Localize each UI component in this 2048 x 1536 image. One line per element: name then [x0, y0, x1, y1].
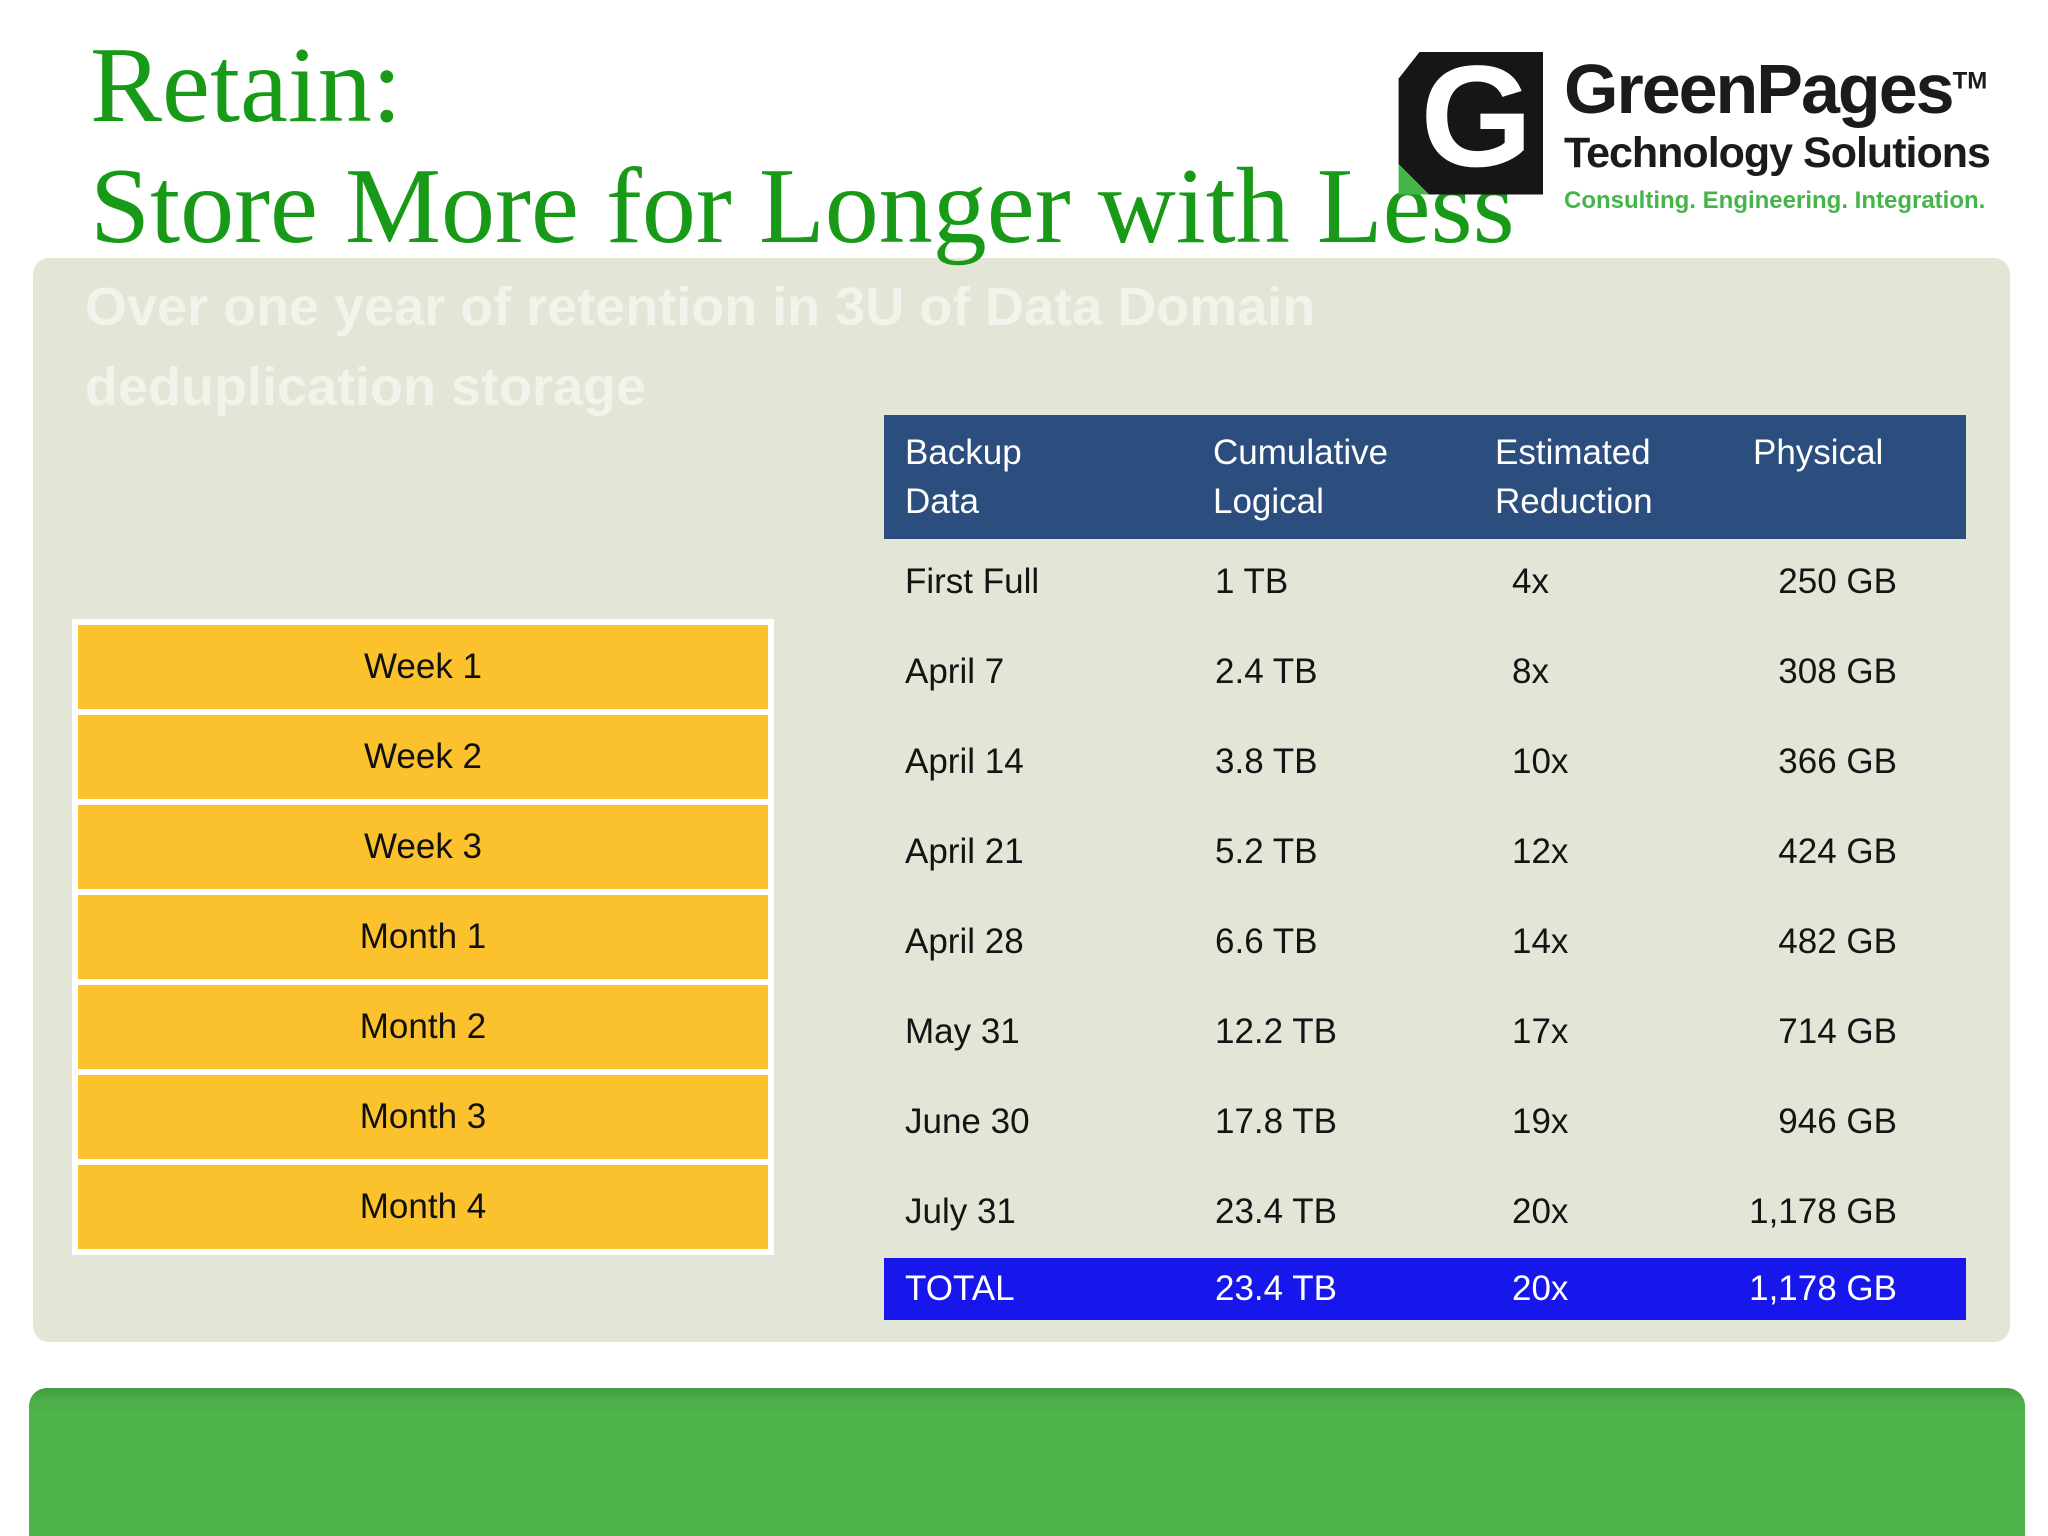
- column-header-cumulative-logical: Cumulative Logical: [1213, 433, 1389, 521]
- cell-backup-data: July 31: [905, 1192, 1016, 1231]
- company-logo: G GreenPagesTM Technology Solutions Cons…: [1388, 52, 1991, 214]
- cell-estimated-reduction: 19x: [1512, 1102, 1569, 1141]
- cell-estimated-reduction: 12x: [1512, 832, 1569, 871]
- timeline-bar-month4: Month 4: [78, 1165, 768, 1249]
- cell-cumulative-logical: 17.8 TB: [1215, 1102, 1337, 1141]
- cell-estimated-reduction: 14x: [1512, 922, 1569, 961]
- table-body: First Full 1 TB 4x 250 GB April 7 2.4 TB…: [884, 537, 1966, 1257]
- cell-backup-data: April 28: [905, 922, 1024, 961]
- cell-backup-data: April 14: [905, 742, 1024, 781]
- table-row: April 21 5.2 TB 12x 424 GB: [884, 807, 1966, 897]
- table-row: April 7 2.4 TB 8x 308 GB: [884, 627, 1966, 717]
- table-row: May 31 12.2 TB 17x 714 GB: [884, 987, 1966, 1077]
- cell-physical: 482 GB: [1778, 922, 1897, 961]
- total-physical: 1,178 GB: [1749, 1269, 1897, 1308]
- logo-text-block: GreenPagesTM Technology Solutions Consul…: [1564, 52, 1991, 214]
- content-panel: Over one year of retention in 3U of Data…: [33, 258, 2010, 1342]
- logo-tagline: Consulting. Engineering. Integration.: [1564, 187, 1986, 214]
- table-total-row: TOTAL 23.4 TB 20x 1,178 GB: [884, 1258, 1966, 1320]
- cell-estimated-reduction: 4x: [1512, 562, 1549, 601]
- total-cumulative-logical: 23.4 TB: [1215, 1269, 1337, 1308]
- table-row: April 14 3.8 TB 10x 366 GB: [884, 717, 1966, 807]
- cell-cumulative-logical: 1 TB: [1215, 562, 1289, 601]
- timeline-bar-week3: Week 3: [78, 805, 768, 889]
- cell-physical: 308 GB: [1778, 652, 1897, 691]
- cell-cumulative-logical: 23.4 TB: [1215, 1192, 1337, 1231]
- table-row: April 28 6.6 TB 14x 482 GB: [884, 897, 1966, 987]
- cell-backup-data: June 30: [905, 1102, 1030, 1141]
- cell-physical: 366 GB: [1778, 742, 1897, 781]
- cell-estimated-reduction: 8x: [1512, 652, 1549, 691]
- greenpages-logo-icon: G: [1398, 52, 1543, 197]
- timeline-bar-month3: Month 3: [78, 1075, 768, 1159]
- logo-g-letter: G: [1420, 52, 1532, 197]
- cell-cumulative-logical: 3.8 TB: [1215, 742, 1318, 781]
- cell-backup-data: April 7: [905, 652, 1005, 691]
- timeline-bar-month1: Month 1: [78, 895, 768, 979]
- total-estimated-reduction: 20x: [1512, 1269, 1569, 1308]
- logo-page-shape: [1398, 52, 1543, 195]
- table-row: July 31 23.4 TB 20x 1,178 GB: [884, 1167, 1966, 1257]
- slide-title: Retain: Store More for Longer with Less: [90, 26, 1515, 266]
- timeline-bar-week1: Week 1: [78, 625, 768, 709]
- logo-subtitle: Technology Solutions: [1564, 129, 1991, 177]
- bottom-green-band: [29, 1388, 2025, 1536]
- retention-timeline-bars: Week 1 Week 2 Week 3 Month 1 Month 2 Mon…: [72, 619, 774, 1255]
- cell-backup-data: April 21: [905, 832, 1024, 871]
- table-header-row: Backup Data Cumulative Logical Estimated…: [884, 415, 1966, 539]
- logo-brand-text: GreenPages: [1564, 50, 1955, 128]
- trademark-symbol: TM: [1952, 67, 1988, 95]
- logo-brand-name: GreenPagesTM: [1564, 54, 1990, 124]
- cell-cumulative-logical: 2.4 TB: [1215, 652, 1318, 691]
- timeline-bar-week2: Week 2: [78, 715, 768, 799]
- column-header-estimated-reduction: Estimated Reduction: [1495, 433, 1653, 521]
- cell-estimated-reduction: 20x: [1512, 1192, 1569, 1231]
- timeline-bar-month2: Month 2: [78, 985, 768, 1069]
- table-row: First Full 1 TB 4x 250 GB: [884, 537, 1966, 627]
- total-label: TOTAL: [905, 1269, 1015, 1308]
- cell-cumulative-logical: 5.2 TB: [1215, 832, 1318, 871]
- watermark-text: Over one year of retention in 3U of Data…: [85, 277, 1316, 417]
- cell-cumulative-logical: 6.6 TB: [1215, 922, 1318, 961]
- cell-estimated-reduction: 10x: [1512, 742, 1569, 781]
- cell-physical: 1,178 GB: [1749, 1192, 1897, 1231]
- column-header-backup-data: Backup Data: [905, 433, 1022, 521]
- column-header-physical: Physical: [1753, 433, 1884, 472]
- cell-physical: 714 GB: [1778, 1012, 1897, 1051]
- cell-physical: 946 GB: [1778, 1102, 1897, 1141]
- cell-physical: 250 GB: [1778, 562, 1897, 601]
- cell-physical: 424 GB: [1778, 832, 1897, 871]
- table-row: June 30 17.8 TB 19x 946 GB: [884, 1077, 1966, 1167]
- cell-backup-data: May 31: [905, 1012, 1020, 1051]
- cell-cumulative-logical: 12.2 TB: [1215, 1012, 1337, 1051]
- cell-backup-data: First Full: [905, 562, 1040, 601]
- cell-estimated-reduction: 17x: [1512, 1012, 1569, 1051]
